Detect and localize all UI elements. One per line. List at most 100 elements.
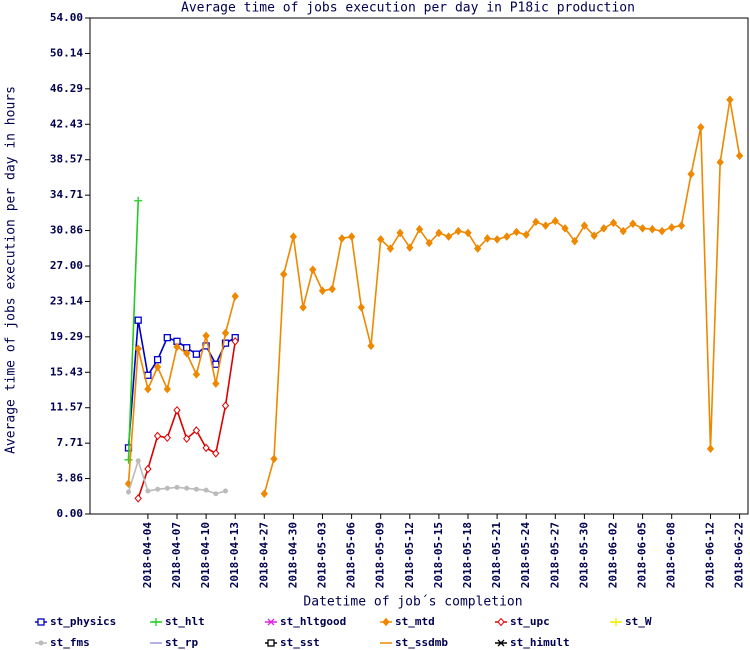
- x-tick-label: 2018-04-13: [228, 522, 241, 588]
- series-line: [137, 341, 236, 499]
- legend-label: st_W: [625, 615, 652, 628]
- series-line: [127, 296, 236, 484]
- data-point: [183, 348, 191, 358]
- y-tick-label: 34.71: [50, 188, 83, 201]
- data-point: [503, 232, 511, 241]
- data-point: [124, 479, 133, 488]
- legend-label: st_himult: [510, 636, 570, 649]
- y-tick-label: 19.29: [50, 330, 83, 343]
- data-point: [202, 331, 210, 341]
- x-tick-label: 2018-05-24: [519, 522, 532, 589]
- x-tick-label: 2018-05-09: [374, 522, 387, 588]
- data-point: [386, 244, 395, 253]
- data-point: [163, 433, 171, 443]
- data-point: [677, 221, 686, 230]
- data-point: [367, 341, 375, 351]
- data-point: [153, 362, 162, 372]
- data-point: [668, 223, 676, 232]
- data-point: [600, 224, 608, 233]
- data-point: [483, 234, 492, 243]
- legend-label: st_hlt: [165, 615, 205, 628]
- data-point: [726, 95, 734, 105]
- data-point: [163, 333, 171, 342]
- x-tick-label: 2018-04-07: [170, 522, 183, 588]
- data-point: [231, 337, 239, 346]
- data-point: [134, 316, 142, 324]
- data-point: [658, 226, 666, 236]
- data-point: [347, 232, 356, 241]
- data-point: [174, 484, 180, 490]
- data-point: [221, 401, 230, 410]
- data-point: [444, 232, 453, 241]
- data-point: [464, 228, 472, 238]
- x-tick-label: 2018-05-30: [577, 522, 590, 588]
- data-point: [223, 488, 228, 494]
- x-tick-label: 2018-04-27: [257, 522, 270, 588]
- series-line: [127, 200, 139, 460]
- x-tick-label: 2018-04-30: [286, 522, 299, 588]
- data-point: [648, 224, 656, 234]
- legend-label: st_rp: [165, 636, 198, 649]
- data-point: [221, 339, 230, 347]
- legend-marker: [267, 639, 275, 647]
- data-point: [270, 454, 278, 464]
- legend-label: st_fms: [50, 636, 90, 649]
- data-point: [328, 284, 336, 294]
- data-point: [532, 217, 540, 227]
- data-point: [155, 486, 161, 492]
- data-point: [697, 123, 705, 132]
- y-tick-label: 7.71: [57, 436, 84, 449]
- data-point: [571, 236, 579, 246]
- data-point: [493, 235, 501, 244]
- y-tick-label: 38.57: [50, 153, 83, 166]
- data-point: [590, 231, 598, 240]
- data-point: [425, 238, 433, 248]
- data-point: [318, 286, 327, 296]
- legend-marker: [497, 639, 505, 647]
- data-point: [260, 489, 268, 499]
- legend-marker: [267, 618, 275, 626]
- data-point: [735, 151, 744, 161]
- data-point: [561, 224, 569, 233]
- y-tick-label: 50.14: [50, 46, 83, 59]
- y-tick-label: 46.29: [50, 82, 83, 95]
- data-point: [377, 235, 385, 244]
- data-point: [406, 243, 414, 252]
- legend-label: st_hltgood: [280, 615, 346, 628]
- data-point: [184, 485, 190, 491]
- data-point: [638, 224, 647, 233]
- x-tick-label: 2018-04-10: [199, 522, 212, 588]
- data-point: [619, 226, 627, 236]
- data-point: [687, 169, 695, 179]
- data-point: [135, 458, 141, 464]
- data-point: [124, 455, 133, 464]
- data-point: [153, 431, 162, 441]
- y-tick-label: 0.00: [57, 507, 84, 520]
- data-point: [134, 344, 142, 353]
- data-point: [522, 230, 530, 240]
- data-point: [192, 370, 201, 379]
- legend-label: st_sst: [280, 636, 320, 649]
- x-axis-label: Datetime of job´s completion: [303, 595, 522, 610]
- data-point: [173, 342, 181, 352]
- data-point: [221, 328, 230, 338]
- legend-marker: [497, 617, 505, 627]
- x-tick-label: 2018-05-27: [548, 522, 561, 588]
- data-point: [145, 488, 151, 494]
- data-point: [212, 379, 220, 388]
- y-tick-label: 23.14: [50, 294, 83, 307]
- data-point: [212, 449, 220, 458]
- data-point: [396, 228, 404, 238]
- data-point: [474, 244, 482, 253]
- series-line: [127, 320, 236, 448]
- data-point: [193, 486, 199, 492]
- legend-marker: [152, 618, 160, 626]
- legend-label: st_upc: [510, 615, 550, 628]
- data-point: [144, 464, 152, 474]
- x-tick-label: 2018-05-15: [432, 522, 445, 588]
- data-point: [183, 434, 191, 443]
- data-point: [338, 234, 346, 243]
- data-point: [629, 219, 637, 229]
- legend-label: st_physics: [50, 615, 116, 628]
